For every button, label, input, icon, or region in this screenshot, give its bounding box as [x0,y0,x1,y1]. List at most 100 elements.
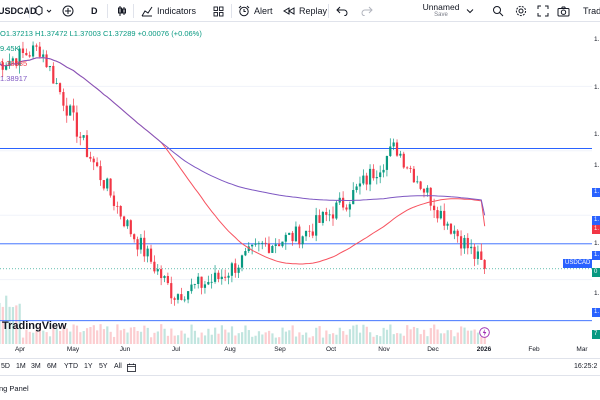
candle-body [193,284,196,285]
layout-name-button[interactable]: Unnamed Save [419,0,463,22]
candle-body [412,168,415,183]
candle-body [31,45,35,57]
volume-bar [271,333,274,344]
volume-bar [274,337,277,344]
volume-bar [75,325,79,344]
candle-body [21,48,25,53]
bar-style-button[interactable] [117,0,127,22]
volume-bar [8,306,11,344]
candle-body [200,276,203,288]
volume-bar [352,325,355,344]
fullscreen-button[interactable] [537,0,549,22]
time-label: Feb [528,346,540,353]
candle-body [257,243,260,245]
redo-button[interactable] [361,0,373,22]
candle-body [197,276,200,285]
candle-body [315,215,318,236]
compare-button[interactable] [62,0,74,22]
alert-button[interactable]: Alert [238,0,273,22]
plus-circle-icon [62,5,74,17]
candle-body [439,210,442,219]
timeframe-all[interactable]: All [114,363,122,370]
candle-body [240,255,244,268]
volume-bar [332,333,335,344]
candle-body [55,83,58,84]
timeframe-ytd[interactable]: YTD [64,363,78,370]
volume-bar [325,330,328,344]
symbol-search[interactable]: USDCAD [0,0,37,22]
volume-bar [200,332,203,344]
candle-body [153,261,156,272]
volume-bar [288,330,291,344]
volume-bar [439,333,443,344]
volume-bar [92,325,95,344]
volume-bar [456,332,459,344]
timeframe-1y[interactable]: 1Y [84,363,93,370]
trading-panel-tab[interactable]: ng Panel [0,384,29,393]
trade-button[interactable]: Trade [583,0,600,22]
candle-body [220,276,223,280]
volume-bar [429,328,432,344]
axis-tag-last-price: 0 [592,268,600,277]
templates-button[interactable] [213,0,224,22]
candle-body [304,230,308,237]
price-chart[interactable] [0,22,600,347]
volume-bar [254,335,257,344]
date-range-button[interactable] [127,363,136,374]
candle-body [446,223,449,226]
volume-bar [85,328,89,344]
candle-body [379,172,382,178]
candle-body [170,283,173,299]
events-button[interactable] [479,325,490,343]
layout-menu-button[interactable] [465,0,475,22]
timeframe-6m[interactable]: 6M [47,363,57,370]
timeframe-5d[interactable]: 5D [1,363,10,370]
ma-slow-line [0,57,486,216]
volume-bar [453,336,456,344]
undo-button[interactable] [336,0,348,22]
volume-bar [163,328,166,344]
volume-bar [409,329,412,344]
candle-body [416,181,419,183]
candle-body [463,237,466,249]
ma-slow-value: 1.38917 [0,73,28,83]
bottom-panel[interactable]: ng Panel [0,375,600,400]
timeframe-3m[interactable]: 3M [31,363,41,370]
quick-search-button[interactable] [492,0,504,22]
interval-button[interactable]: D [91,0,98,22]
candle-body [82,135,85,138]
candle-body [149,248,153,262]
axis-tag-hline-top: 1. [592,188,600,197]
candle-body [348,204,351,210]
alarm-clock-icon [238,5,250,17]
camera-icon [557,6,570,16]
price-tick: 1. [594,162,600,169]
volume-bar [0,302,1,344]
indicators-button[interactable]: Indicators [141,0,196,22]
candle-body [301,236,304,245]
candle-body [139,237,143,250]
axis-tag-ma-fast: 1. [592,225,600,234]
volume-bar [264,332,267,344]
ma-fast-value: 1.38585 [0,58,28,68]
snapshot-button[interactable] [557,0,570,22]
candle-body [160,269,163,279]
volume-bar [143,325,146,344]
volume-bar [301,334,304,344]
volume-bar [89,326,92,344]
replay-button[interactable]: Replay [283,0,327,22]
volume-bar [291,325,294,344]
candle-body [375,177,378,179]
clock[interactable]: 16:25:2 [574,363,598,370]
settings-button[interactable] [515,0,527,22]
volume-bar [32,332,35,344]
candle-body [65,105,68,116]
volume-bar [35,330,38,344]
timeframe-1m[interactable]: 1M [16,363,26,370]
timeframe-5y[interactable]: 5Y [99,363,108,370]
volume-bar [470,330,473,344]
volume-bar [38,325,42,344]
chart-type-button[interactable] [34,0,54,22]
volume-bar [399,333,402,344]
